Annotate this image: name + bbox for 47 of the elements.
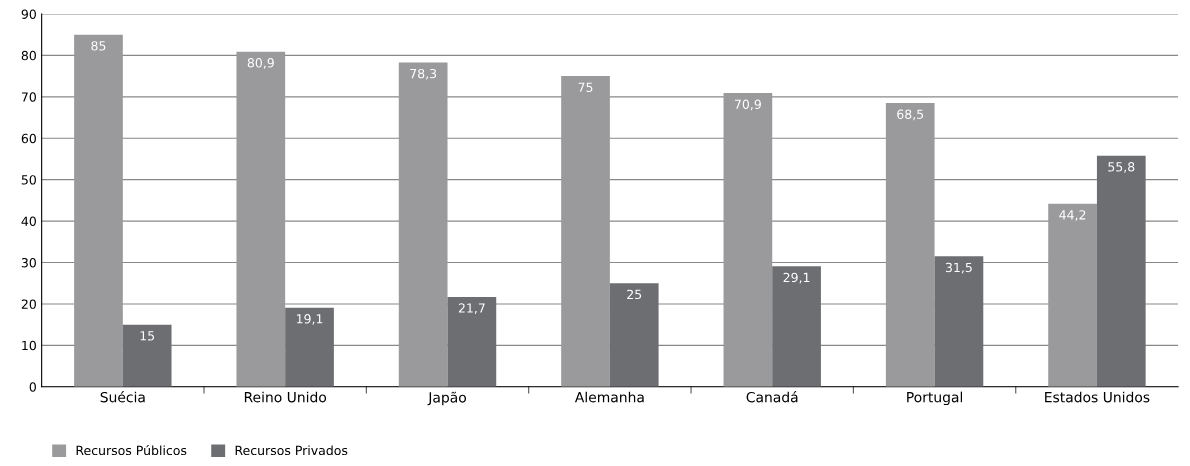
- y-tick-label: 0: [29, 382, 36, 392]
- y-tick-label: 80: [21, 50, 36, 61]
- bar: [885, 103, 935, 387]
- bar: [609, 283, 659, 387]
- bar: [934, 256, 984, 387]
- y-tick-label: 90: [21, 9, 36, 19]
- bar: [1048, 203, 1097, 387]
- x-tick-label: Japão: [427, 391, 466, 406]
- y-tick-label: 40: [21, 216, 36, 227]
- bar: [74, 34, 123, 387]
- data-label: 55,8: [1108, 162, 1135, 173]
- data-label: 15: [140, 331, 155, 341]
- data-label: 19,1: [296, 314, 323, 325]
- bar: [398, 62, 448, 387]
- bar: [122, 324, 172, 387]
- data-label: 75: [578, 82, 593, 92]
- bar: [772, 266, 821, 387]
- bar: [561, 76, 610, 387]
- data-label: 25: [627, 289, 642, 300]
- data-label: 85: [91, 41, 106, 51]
- data-label: 78,3: [410, 68, 437, 80]
- y-tick-label: 50: [21, 175, 36, 185]
- data-label: 21,7: [458, 303, 485, 315]
- y-tick-label: 20: [21, 299, 36, 309]
- x-tick-label: Reino Unido: [244, 391, 327, 403]
- x-tick-label: Portugal: [907, 391, 963, 406]
- bar: [236, 51, 286, 387]
- y-tick-label: 60: [21, 133, 36, 144]
- bar: [447, 296, 497, 387]
- x-tick-label: Suécia: [100, 391, 145, 403]
- x-tick-label: Estados Unidos: [1045, 391, 1150, 403]
- legend-label: Recursos Privados: [235, 445, 348, 456]
- y-tick-label: 10: [22, 340, 36, 351]
- data-label: 80,9: [247, 58, 274, 69]
- x-tick-label: Canadá: [746, 391, 798, 403]
- data-label: 44,2: [1059, 210, 1086, 221]
- bar: [1096, 155, 1146, 387]
- y-tick-label: 70: [21, 92, 36, 102]
- data-label: 68,5: [897, 109, 924, 121]
- bar: [285, 307, 334, 387]
- data-label: 70,9: [734, 99, 761, 111]
- bar: [723, 93, 773, 387]
- y-tick-label: 30: [21, 257, 36, 268]
- data-label: 31,5: [945, 262, 972, 274]
- x-tick-label: Alemanha: [574, 391, 644, 403]
- legend-label: Recursos Públicos: [76, 444, 187, 456]
- data-label: 29,1: [783, 272, 810, 284]
